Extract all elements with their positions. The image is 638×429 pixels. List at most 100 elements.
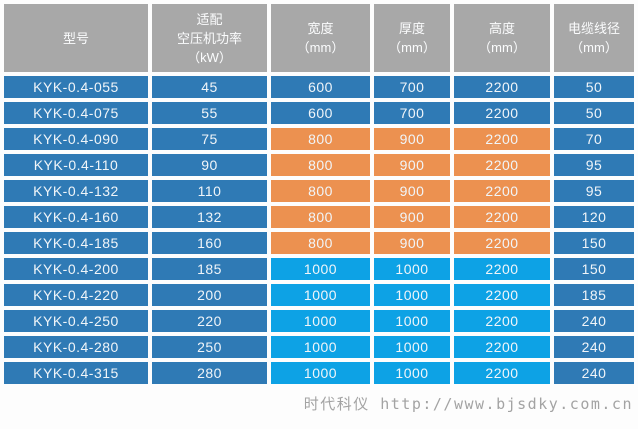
cell-model: KYK-0.4-280 [4, 336, 148, 358]
cell-power: 280 [152, 362, 267, 384]
cell-cable: 95 [554, 180, 634, 202]
column-header-line: 宽度 [307, 21, 334, 36]
column-header-thickness: 厚度 （mm） [374, 4, 450, 72]
cell-width: 800 [271, 154, 370, 176]
column-header-line: 高度 [488, 21, 515, 36]
cell-thickness: 900 [374, 232, 450, 254]
cell-model: KYK-0.4-185 [4, 232, 148, 254]
cell-cable: 50 [554, 76, 634, 98]
cell-power: 45 [152, 76, 267, 98]
cell-cable: 150 [554, 258, 634, 280]
cell-thickness: 1000 [374, 310, 450, 332]
cell-cable: 185 [554, 284, 634, 306]
cell-width: 800 [271, 232, 370, 254]
cell-width: 600 [271, 102, 370, 124]
table-row: KYK-0.4-132 110 800 900 2200 95 [4, 180, 634, 202]
cell-thickness: 1000 [374, 284, 450, 306]
cell-height: 2200 [454, 76, 550, 98]
column-header-line: 电缆线径 [567, 21, 620, 36]
column-header-line: （mm） [570, 40, 618, 55]
cell-width: 1000 [271, 310, 370, 332]
cell-power: 160 [152, 232, 267, 254]
cell-cable: 240 [554, 362, 634, 384]
column-header-height: 高度 （mm） [454, 4, 550, 72]
cell-height: 2200 [454, 128, 550, 150]
cell-thickness: 700 [374, 76, 450, 98]
column-header-line: （mm） [296, 40, 345, 55]
cell-height: 2200 [454, 362, 550, 384]
cell-height: 2200 [454, 102, 550, 124]
column-header-power: 适配 空压机功率 （kW） [152, 4, 267, 72]
column-header-line: 厚度 [398, 21, 425, 36]
cell-power: 55 [152, 102, 267, 124]
column-header-line: （kW） [187, 49, 232, 65]
cell-height: 2200 [454, 336, 550, 358]
cell-cable: 240 [554, 310, 634, 332]
cell-thickness: 1000 [374, 362, 450, 384]
cell-model: KYK-0.4-055 [4, 76, 148, 98]
cell-cable: 95 [554, 154, 634, 176]
table-row: KYK-0.4-185 160 800 900 2200 150 [4, 232, 634, 254]
cell-power: 132 [152, 206, 267, 228]
cell-height: 2200 [454, 310, 550, 332]
cell-cable: 240 [554, 336, 634, 358]
table-row: KYK-0.4-110 90 800 900 2200 95 [4, 154, 634, 176]
cell-height: 2200 [454, 232, 550, 254]
cell-width: 1000 [271, 284, 370, 306]
cell-width: 1000 [271, 258, 370, 280]
cell-thickness: 1000 [374, 258, 450, 280]
watermark-text: 时代科仪 http://www.bjsdky.com.cn [303, 395, 633, 413]
cell-thickness: 900 [374, 180, 450, 202]
cell-height: 2200 [454, 154, 550, 176]
table-row: KYK-0.4-280 250 1000 1000 2200 240 [4, 336, 634, 358]
cell-thickness: 900 [374, 206, 450, 228]
cell-cable: 120 [554, 206, 634, 228]
spec-table: 型号 适配 空压机功率 （kW） 宽度 （mm） 厚度 （mm） 高度 （mm） 电缆线径 （mm） … [4, 4, 634, 384]
cell-model: KYK-0.4-200 [4, 258, 148, 280]
cell-model: KYK-0.4-132 [4, 180, 148, 202]
cell-power: 90 [152, 154, 267, 176]
table-row: KYK-0.4-090 75 800 900 2200 70 [4, 128, 634, 150]
cell-width: 800 [271, 206, 370, 228]
cell-power: 200 [152, 284, 267, 306]
cell-cable: 70 [554, 128, 634, 150]
cell-model: KYK-0.4-220 [4, 284, 148, 306]
cell-width: 600 [271, 76, 370, 98]
cell-model: KYK-0.4-110 [4, 154, 148, 176]
cell-model: KYK-0.4-075 [4, 102, 148, 124]
cell-height: 2200 [454, 180, 550, 202]
column-header-line: 适配 [196, 11, 223, 27]
cell-cable: 150 [554, 232, 634, 254]
column-header-line: （mm） [388, 40, 436, 55]
column-header-width: 宽度 （mm） [271, 4, 370, 72]
cell-power: 75 [152, 128, 267, 150]
cell-power: 185 [152, 258, 267, 280]
cell-height: 2200 [454, 206, 550, 228]
cell-model: KYK-0.4-090 [4, 128, 148, 150]
cell-power: 220 [152, 310, 267, 332]
table-row: KYK-0.4-315 280 1000 1000 2200 240 [4, 362, 634, 384]
cell-width: 800 [271, 180, 370, 202]
cell-height: 2200 [454, 258, 550, 280]
cell-thickness: 900 [374, 154, 450, 176]
cell-thickness: 700 [374, 102, 450, 124]
table-body: KYK-0.4-055 45 600 700 2200 50 KYK-0.4-075 55 60… [4, 76, 634, 384]
cell-thickness: 900 [374, 128, 450, 150]
cell-height: 2200 [454, 284, 550, 306]
table-row: KYK-0.4-055 45 600 700 2200 50 [4, 76, 634, 98]
cell-model: KYK-0.4-315 [4, 362, 148, 384]
cell-model: KYK-0.4-160 [4, 206, 148, 228]
table-row: KYK-0.4-220 200 1000 1000 2200 185 [4, 284, 634, 306]
cell-thickness: 1000 [374, 336, 450, 358]
column-header-cable: 电缆线径 （mm） [554, 4, 634, 72]
cell-width: 1000 [271, 362, 370, 384]
column-header-model: 型号 [4, 4, 148, 72]
table-row: KYK-0.4-160 132 800 900 2200 120 [4, 206, 634, 228]
table-row: KYK-0.4-200 185 1000 1000 2200 150 [4, 258, 634, 280]
table-row: KYK-0.4-250 220 1000 1000 2200 240 [4, 310, 634, 332]
cell-power: 110 [152, 180, 267, 202]
column-header-line: 型号 [62, 30, 89, 46]
cell-model: KYK-0.4-250 [4, 310, 148, 332]
cell-cable: 50 [554, 102, 634, 124]
